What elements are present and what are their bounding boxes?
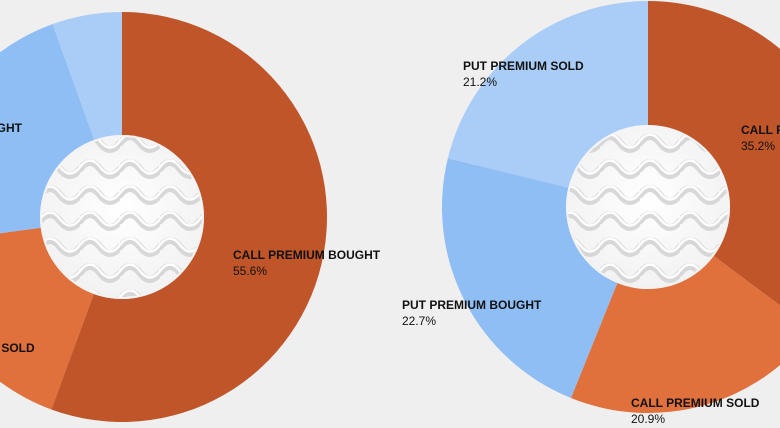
label-call-premium-bought: CALL PREMIUM BOUGHT xyxy=(233,248,381,262)
donut-chart-right: CALL P 35.2% CALL PREMIUM SOLD 20.9% PUT PRE… xyxy=(402,1,780,426)
value-call-premium-sold: 20.9% xyxy=(631,412,665,426)
slice-put-premium-sold[interactable] xyxy=(447,1,648,188)
label-put-premium-sold: PUT PREMIUM SOLD xyxy=(463,59,584,73)
slice-put-premium-sold[interactable] xyxy=(52,12,122,140)
label-call-premium-sold: CALL PREMIUM SOLD xyxy=(631,396,760,410)
value-call-premium-bought: 35.2% xyxy=(741,139,775,153)
slice-call-premium-sold[interactable] xyxy=(0,227,94,410)
label-call-premium-sold: M SOLD xyxy=(0,341,35,355)
slice-call-premium-bought[interactable] xyxy=(648,1,780,330)
slice-call-premium-bought[interactable] xyxy=(51,12,328,423)
slice-put-premium-bought[interactable] xyxy=(0,24,95,244)
value-call-premium-bought: 55.6% xyxy=(233,264,267,278)
label-put-premium-bought: PUT PREMIUM BOUGHT xyxy=(402,298,542,312)
wave-texture-icon xyxy=(568,127,728,287)
value-put-premium-bought: 22.7% xyxy=(402,314,436,328)
label-put-premium-bought: UGHT xyxy=(0,121,23,135)
slice-call-premium-sold[interactable] xyxy=(570,256,780,413)
donut-chart-left: CALL PREMIUM BOUGHT 55.6% M SOLD UGHT xyxy=(0,12,381,423)
label-call-premium-bought: CALL P xyxy=(741,123,780,137)
slice-put-premium-bought[interactable] xyxy=(441,158,618,399)
wave-texture-icon xyxy=(42,137,202,297)
value-put-premium-sold: 21.2% xyxy=(463,75,497,89)
